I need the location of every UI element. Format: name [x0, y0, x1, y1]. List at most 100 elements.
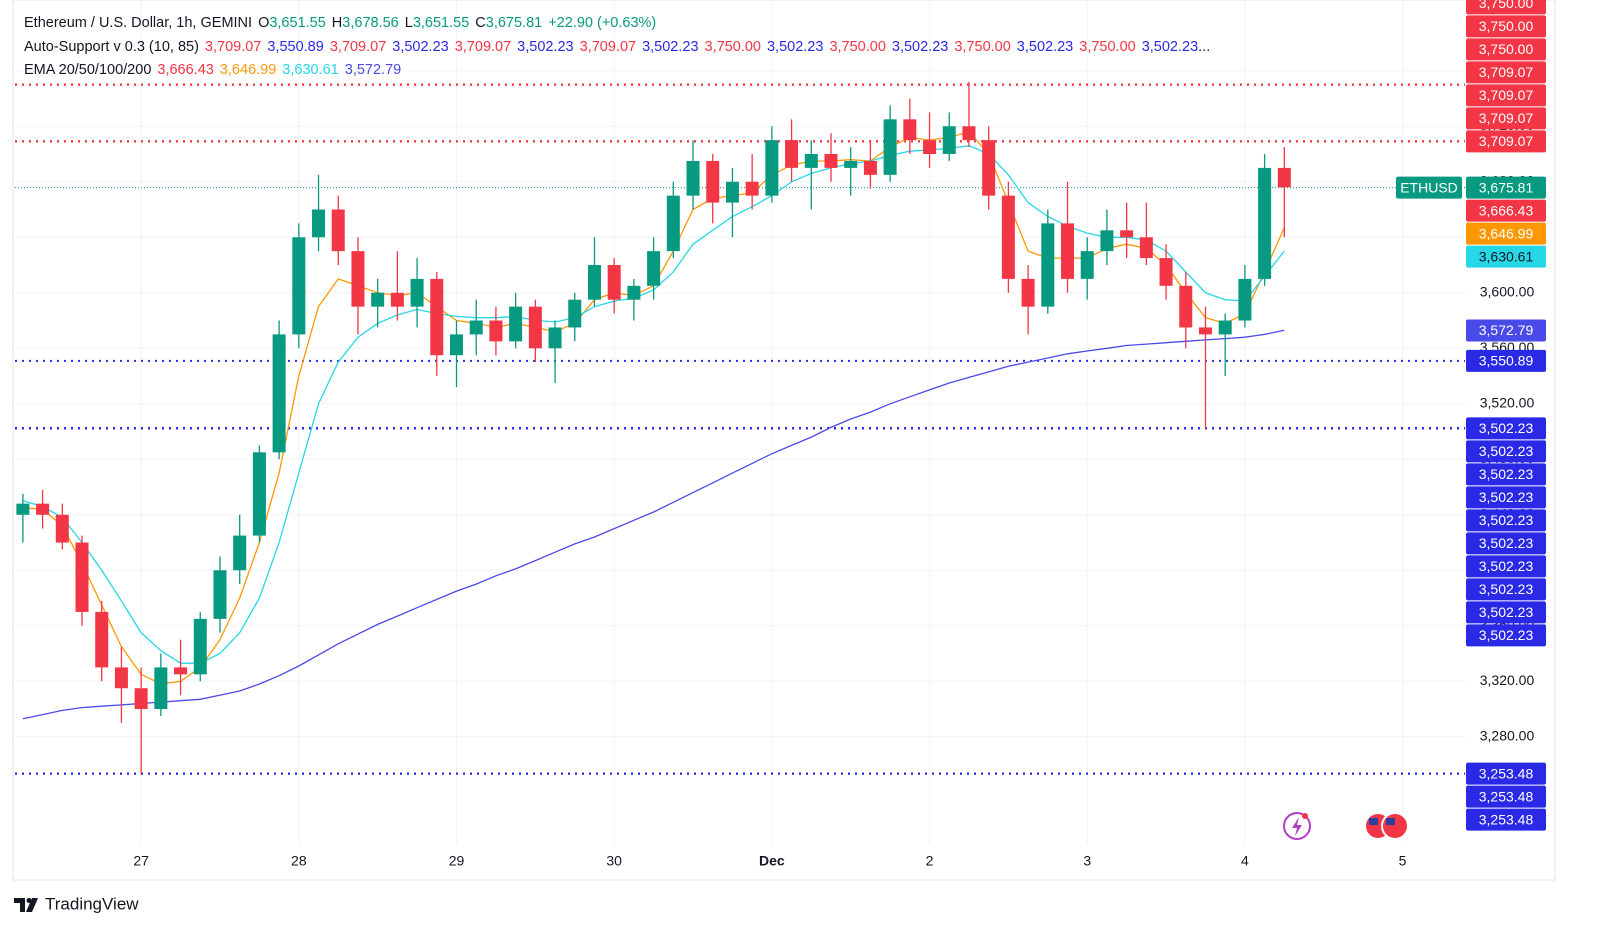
candle-body — [1001, 195, 1015, 279]
candle-body — [1080, 251, 1094, 279]
legend-title: Ethereum / U.S. Dollar, 1h, GEMINI — [24, 15, 253, 31]
candle-body — [607, 265, 621, 300]
price-label-box — [1466, 319, 1546, 342]
level-value: 3,502.23 — [1016, 38, 1074, 55]
candle-body — [1100, 230, 1114, 252]
candle-body — [450, 334, 464, 356]
candle-body — [390, 292, 404, 307]
x-tick-label: 4 — [1241, 853, 1249, 869]
price-label: 3,550.89 — [1479, 353, 1534, 369]
price-label: 3,630.61 — [1479, 248, 1534, 264]
candle-body — [765, 140, 779, 196]
price-label: 3,502.23 — [1479, 489, 1534, 505]
flag-canton — [1369, 818, 1378, 825]
candle-body — [804, 154, 818, 168]
price-label: 3,253.48 — [1479, 811, 1534, 827]
candle-body — [134, 688, 148, 710]
price-label: 3,502.23 — [1479, 443, 1534, 459]
level-value: 3,750.00 — [704, 38, 761, 55]
candle-body — [233, 535, 247, 571]
ema-line — [22, 131, 1285, 685]
price-label-box — [1466, 532, 1546, 555]
x-tick-label: 5 — [1399, 853, 1407, 869]
plot — [15, 81, 1465, 775]
price-label-box — [1466, 0, 1546, 15]
ohlc-value: 3,651.55 — [412, 15, 470, 31]
price-label-box — [1466, 808, 1546, 831]
candle-body — [1238, 278, 1252, 321]
candle-body — [1218, 320, 1232, 335]
price-label-box — [1466, 624, 1546, 647]
lightning — [1292, 817, 1302, 836]
candle-body — [568, 299, 582, 328]
x-tick-label: 29 — [449, 853, 465, 869]
ohlc-value: 3,678.56 — [342, 15, 399, 31]
ema-line — [22, 329, 1285, 720]
price-label: 3,675.81 — [1479, 179, 1534, 195]
candle-body — [903, 119, 917, 141]
y-tick-label: 3,280.00 — [1480, 727, 1535, 743]
candle-body — [548, 327, 562, 349]
candle-body — [844, 160, 858, 168]
candle-body — [174, 667, 188, 675]
candle-body — [292, 237, 306, 335]
x-tick-label: 30 — [606, 853, 622, 869]
ohlc-name: L — [404, 15, 413, 31]
price-label: 3,666.43 — [1479, 202, 1534, 218]
level-value: 3,709.07 — [329, 38, 387, 55]
candle-body — [469, 320, 483, 335]
price-label-box — [1466, 509, 1546, 532]
price-label-box — [1466, 417, 1546, 440]
price-label-box — [1466, 245, 1546, 268]
ohlc-value: 3,651.55 — [269, 15, 326, 31]
logo-mark — [26, 898, 38, 912]
ema-value: 3,646.99 — [219, 62, 277, 78]
candle-body — [1179, 285, 1193, 328]
price-label: 3,502.23 — [1479, 535, 1534, 551]
x-tick-label: 28 — [291, 853, 307, 869]
candle-body — [1139, 237, 1153, 259]
grid — [15, 0, 1465, 845]
price-label-box — [1466, 349, 1546, 372]
flag-icon — [1381, 812, 1409, 840]
symbol-tag-box — [1396, 176, 1462, 199]
price-label-box — [1466, 130, 1546, 153]
candle-body — [706, 160, 720, 203]
price-label: 3,709.07 — [1479, 87, 1534, 103]
price-label-box — [1466, 199, 1546, 222]
level-value: 3,550.89 — [267, 38, 324, 55]
price-label: 3,502.23 — [1479, 581, 1534, 597]
price-label-box — [1466, 176, 1546, 199]
price-label: 3,750.00 — [1479, 18, 1534, 34]
candle-body — [55, 514, 69, 543]
price-label: 3,502.23 — [1479, 604, 1534, 620]
price-label: 3,502.23 — [1479, 558, 1534, 574]
change: +22.90 (+0.63%) — [548, 15, 657, 31]
price-label-box — [1466, 785, 1546, 808]
price-label: 3,502.23 — [1479, 466, 1534, 482]
price-scale: 3,280.003,320.003,360.003,400.003,440.00… — [133, 0, 1546, 869]
candle-body — [666, 195, 680, 252]
ohlc-value: 3,675.81 — [485, 15, 543, 31]
event-icons — [1283, 812, 1409, 840]
candle-body — [75, 542, 89, 612]
candle-body — [647, 251, 661, 286]
x-tick-label: 3 — [1083, 853, 1091, 869]
level-value: 3,709.07 — [579, 38, 637, 55]
candle-body — [1258, 167, 1272, 279]
candle-body — [312, 209, 326, 238]
level-value: 3,502.23 — [1141, 38, 1199, 55]
level-value: 3,750.00 — [954, 38, 1011, 55]
candle-body — [982, 140, 996, 196]
y-tick-label: 3,520.00 — [1480, 394, 1535, 410]
candle-body — [36, 503, 50, 515]
level-value: 3,502.23 — [517, 38, 574, 55]
level-value: 3,709.07 — [204, 38, 262, 55]
price-label: 3,502.23 — [1479, 420, 1534, 436]
price-label: 3,253.48 — [1479, 765, 1534, 781]
y-tick-label: 3,600.00 — [1480, 283, 1535, 299]
candle-body — [272, 334, 286, 453]
logo: TradingView — [14, 894, 139, 913]
candle-body — [528, 306, 542, 349]
